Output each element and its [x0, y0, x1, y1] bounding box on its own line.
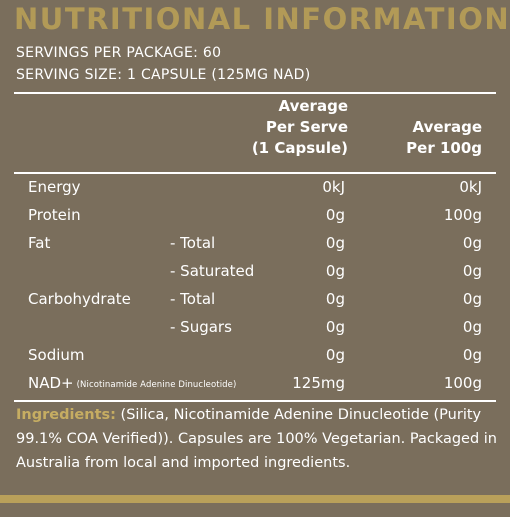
- panel-title: NUTRITIONAL INFORMATION: [14, 2, 510, 36]
- value-per-100g: 100g: [443, 206, 482, 224]
- nutrient-row-fat-saturated: - Saturated 0g 0g: [0, 262, 510, 290]
- value-per-serve: 125mg: [292, 374, 345, 392]
- value-per-100g: 0kJ: [459, 178, 482, 196]
- divider-header: [14, 172, 496, 174]
- header-per-100g-line2: Per 100g: [406, 139, 482, 157]
- header-per-serve-line2: Per Serve: [265, 118, 348, 136]
- header-per-serve-line3: (1 Capsule): [251, 139, 348, 157]
- nad-full-name: (Nicotinamide Adenine Dinucleotide): [76, 380, 237, 390]
- divider-bottom: [14, 400, 496, 402]
- servings-per-package: SERVINGS PER PACKAGE: 60: [16, 45, 222, 61]
- bottom-accent-bar: [0, 495, 510, 503]
- nutrient-row-protein: Protein 0g 100g: [0, 206, 510, 234]
- header-per-100g-line1: Average: [412, 118, 482, 136]
- nutrient-subtype: - Sugars: [170, 318, 232, 336]
- nutrient-name: Protein: [28, 206, 81, 224]
- nutrient-row-fat-total: Fat - Total 0g 0g: [0, 234, 510, 262]
- divider-top: [14, 92, 496, 94]
- ingredients-text: Ingredients: (Silica, Nicotinamide Adeni…: [16, 403, 501, 475]
- bottom-strip: [0, 503, 510, 517]
- header-per-100g: Average Per 100g: [406, 117, 482, 159]
- value-per-100g: 0g: [462, 234, 482, 252]
- nutrient-row-sodium: Sodium 0g 0g: [0, 346, 510, 374]
- value-per-serve: 0g: [325, 318, 345, 336]
- nad-label: NAD+: [28, 374, 74, 392]
- header-per-serve: Average Per Serve (1 Capsule): [252, 96, 348, 159]
- value-per-100g: 0g: [462, 290, 482, 308]
- serving-size: SERVING SIZE: 1 CAPSULE (125MG NAD): [16, 67, 311, 83]
- value-per-100g: 100g: [443, 374, 482, 392]
- nutrient-row-energy: Energy 0kJ 0kJ: [0, 178, 510, 206]
- nutrient-subtype: - Total: [170, 234, 216, 252]
- value-per-serve: 0g: [325, 290, 345, 308]
- nutrient-name: Sodium: [28, 346, 85, 364]
- nutrient-row-carbohydrate-total: Carbohydrate - Total 0g 0g: [0, 290, 510, 318]
- value-per-100g: 0g: [462, 262, 482, 280]
- value-per-serve: 0g: [325, 262, 345, 280]
- nutrient-name: Fat: [28, 234, 51, 252]
- nutrient-name: Energy: [28, 178, 81, 196]
- value-per-serve: 0kJ: [322, 178, 345, 196]
- nutrient-name: Carbohydrate: [28, 290, 131, 308]
- ingredients-label: Ingredients:: [16, 407, 116, 423]
- nutrient-subtype: - Saturated: [170, 262, 255, 280]
- nutrient-subtype: - Total: [170, 290, 216, 308]
- value-per-100g: 0g: [462, 318, 482, 336]
- value-per-serve: 0g: [325, 206, 345, 224]
- value-per-serve: 0g: [325, 234, 345, 252]
- nutrient-name: NAD+ (Nicotinamide Adenine Dinucleotide): [28, 374, 236, 392]
- value-per-serve: 0g: [325, 346, 345, 364]
- nutrient-row-carbohydrate-sugars: - Sugars 0g 0g: [0, 318, 510, 346]
- ingredients-body: (Silica, Nicotinamide Adenine Dinucleoti…: [16, 407, 497, 471]
- value-per-100g: 0g: [462, 346, 482, 364]
- header-per-serve-line1: Average: [278, 97, 348, 115]
- nutrient-row-nad: NAD+ (Nicotinamide Adenine Dinucleotide) …: [0, 374, 510, 402]
